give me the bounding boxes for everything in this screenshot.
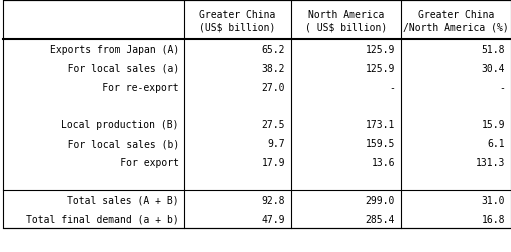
Text: For export: For export	[85, 157, 179, 167]
Text: -: -	[499, 82, 505, 92]
Text: For local sales (b): For local sales (b)	[50, 139, 179, 149]
Text: 65.2: 65.2	[262, 45, 285, 55]
Text: Total sales (A + B): Total sales (A + B)	[67, 195, 179, 205]
Text: -: -	[389, 82, 395, 92]
Text: 31.0: 31.0	[481, 195, 505, 205]
Text: Greater China
/North America (%): Greater China /North America (%)	[403, 10, 509, 32]
Text: 285.4: 285.4	[366, 214, 395, 224]
Text: Exports from Japan (A): Exports from Japan (A)	[50, 45, 179, 55]
Text: 131.3: 131.3	[476, 157, 505, 167]
Text: Total final demand (a + b): Total final demand (a + b)	[26, 214, 179, 224]
Text: 17.9: 17.9	[262, 157, 285, 167]
Text: 30.4: 30.4	[481, 64, 505, 74]
Text: 173.1: 173.1	[366, 120, 395, 130]
Text: 125.9: 125.9	[366, 45, 395, 55]
Text: Local production (B): Local production (B)	[61, 120, 179, 130]
Text: 27.0: 27.0	[262, 82, 285, 92]
Text: 6.1: 6.1	[487, 139, 505, 149]
Text: North America
( US$ billion): North America ( US$ billion)	[305, 10, 387, 32]
Text: 38.2: 38.2	[262, 64, 285, 74]
Text: Greater China
(US$ billion): Greater China (US$ billion)	[199, 10, 276, 32]
Text: 16.8: 16.8	[481, 214, 505, 224]
Text: 51.8: 51.8	[481, 45, 505, 55]
Text: 27.5: 27.5	[262, 120, 285, 130]
Text: 13.6: 13.6	[371, 157, 395, 167]
Text: 125.9: 125.9	[366, 64, 395, 74]
Text: 92.8: 92.8	[262, 195, 285, 205]
Text: 9.7: 9.7	[268, 139, 285, 149]
Text: 47.9: 47.9	[262, 214, 285, 224]
Text: 15.9: 15.9	[481, 120, 505, 130]
Text: For local sales (a): For local sales (a)	[50, 64, 179, 74]
Text: 299.0: 299.0	[366, 195, 395, 205]
Text: For re-export: For re-export	[67, 82, 179, 92]
Text: 159.5: 159.5	[366, 139, 395, 149]
